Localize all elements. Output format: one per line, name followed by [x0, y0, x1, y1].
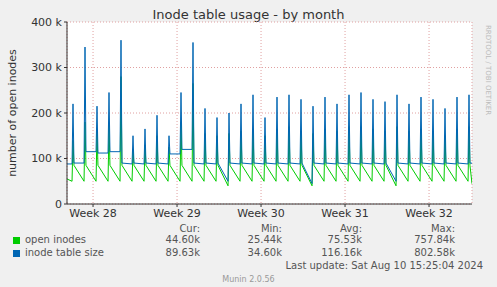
svg-text:100 k: 100 k — [31, 152, 62, 165]
html-text:44.60k: 44.60k — [165, 234, 200, 245]
html-text:89.63k: 89.63k — [165, 247, 200, 258]
svg-text:200 k: 200 k — [31, 107, 62, 120]
html-text:Munin 2.0.56: Munin 2.0.56 — [222, 275, 275, 284]
html-text:25.44k: 25.44k — [247, 234, 282, 245]
html-text:RRDTOOL / TOBI OETIKER: RRDTOOL / TOBI OETIKER — [484, 24, 492, 116]
html-text:Last update: Sat Aug 10 15:25:: Last update: Sat Aug 10 15:25:04 2024 — [285, 260, 483, 271]
html-text:802.58k: 802.58k — [414, 247, 455, 258]
html-text:Inode table usage - by month: Inode table usage - by month — [152, 7, 345, 22]
html-text:34.60k: 34.60k — [247, 247, 282, 258]
html-text:Min:: Min: — [260, 223, 282, 234]
svg-text:Week 29: Week 29 — [153, 207, 201, 220]
html-text:116.16k: 116.16k — [321, 247, 362, 258]
svg-text:300 k: 300 k — [31, 61, 62, 74]
svg-text:Week 31: Week 31 — [321, 207, 369, 220]
svg-text:Week 28: Week 28 — [69, 207, 117, 220]
svg-text:0: 0 — [55, 198, 62, 211]
html-text:Max:: Max: — [431, 223, 455, 234]
svg-text:Week 32: Week 32 — [405, 207, 453, 220]
html-text:number of open inodes: number of open inodes — [5, 49, 19, 177]
html-text:757.84k: 757.84k — [414, 234, 455, 245]
html-text:75.53k: 75.53k — [327, 234, 362, 245]
html-text:Avg:: Avg: — [340, 223, 362, 234]
svg-text:400 k: 400 k — [31, 16, 62, 29]
html-text:Cur:: Cur: — [179, 223, 200, 234]
html-text:inode table size: inode table size — [25, 247, 104, 258]
svg-text:Week 30: Week 30 — [237, 207, 285, 220]
html-text:open inodes: open inodes — [25, 234, 87, 245]
